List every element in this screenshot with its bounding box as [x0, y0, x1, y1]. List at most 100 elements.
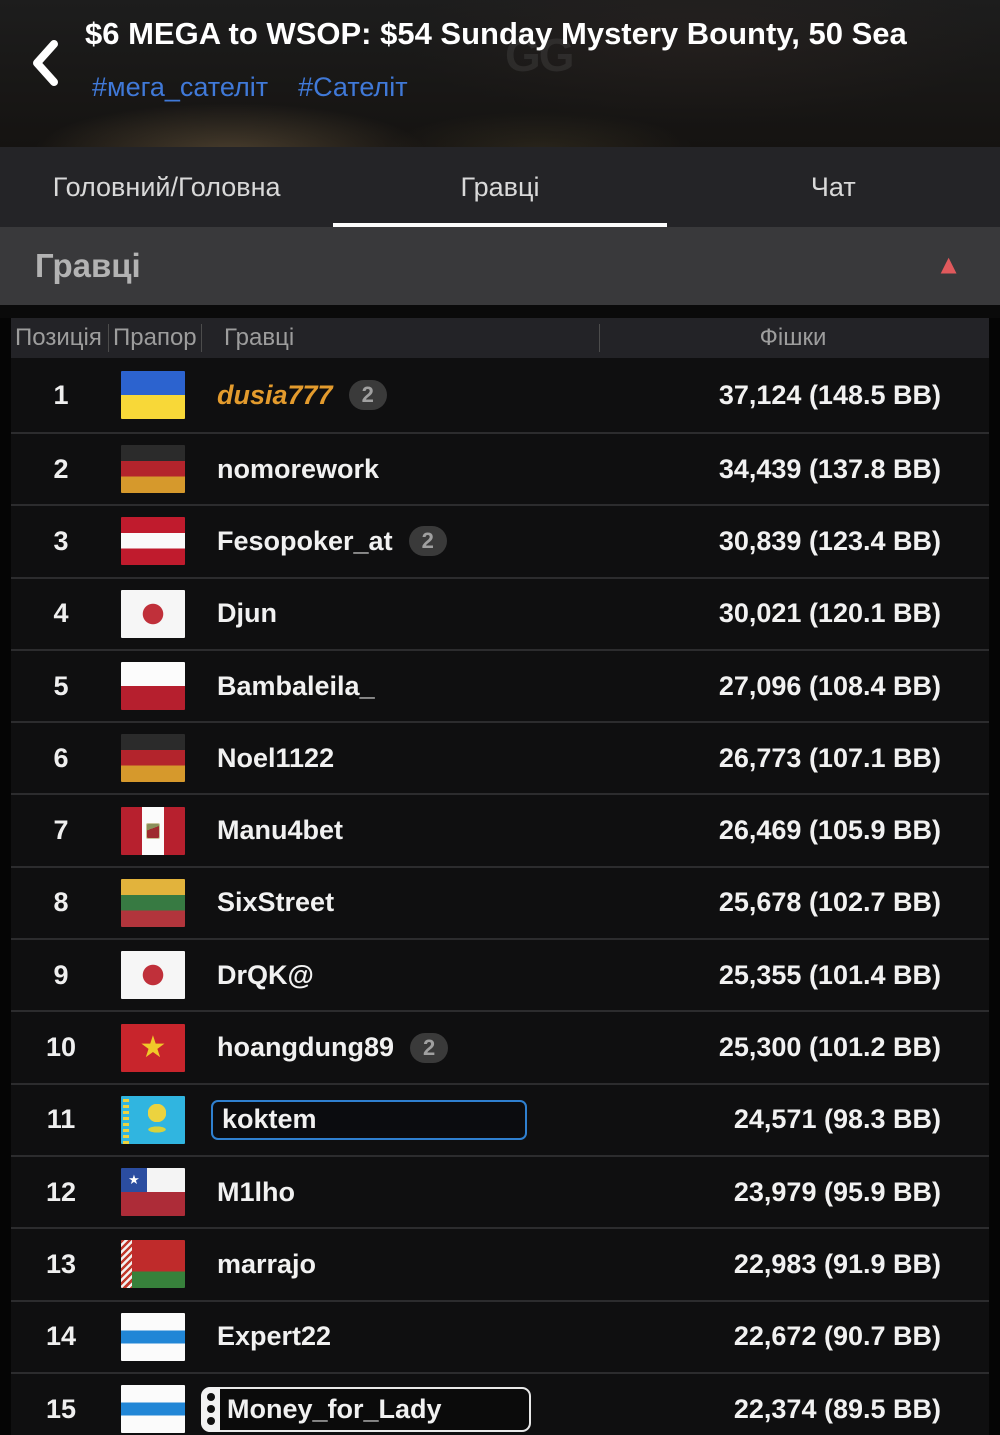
player-cell: Manu4bet: [197, 815, 639, 846]
table-body: 1 dusia777 2 37,124 (148.5 BB) 2 nomorew…: [11, 358, 989, 1435]
player-name-box[interactable]: Money_for_Lady: [201, 1386, 531, 1432]
chips-value: 25,355 (101.4 BB): [718, 959, 941, 990]
white-blue-white-flag-icon: [121, 1385, 185, 1433]
player-cell: Djun: [197, 598, 639, 629]
flag-cell: [111, 517, 197, 566]
chips-value: 25,678 (102.7 BB): [718, 887, 941, 918]
player-name-box: Fesopoker_at: [217, 526, 393, 557]
player-cell: nomorework: [197, 454, 639, 485]
table-row[interactable]: 1 dusia777 2 37,124 (148.5 BB): [11, 358, 989, 432]
hashtag-link-mega-satelit[interactable]: #мега_сателіт: [92, 72, 269, 102]
table-row[interactable]: 7 Manu4bet 26,469 (105.9 BB): [11, 793, 989, 866]
table-row[interactable]: 5 Bambaleila_ 27,096 (108.4 BB): [11, 648, 989, 722]
chips-value: 22,672 (90.7 BB): [733, 1321, 941, 1352]
tab-chat[interactable]: Чат: [667, 147, 1000, 227]
flag-cell: [111, 445, 197, 494]
player-name: Bambaleila_: [217, 670, 375, 701]
chips-value: 22,374 (89.5 BB): [733, 1393, 941, 1424]
tab-players[interactable]: Гравці: [333, 147, 667, 227]
chips-value: 23,979 (95.9 BB): [733, 1176, 941, 1207]
chevron-left-icon: [33, 40, 58, 86]
table-row[interactable]: 11 koktem 24,571 (98.3 BB): [11, 1082, 989, 1155]
japan-flag-icon: [121, 951, 185, 1000]
table-row[interactable]: 15 Money_for_Lady 22,374 (89.5 BB): [11, 1371, 989, 1435]
player-cell: Bambaleila_: [197, 671, 639, 702]
player-cell: M1lho: [197, 1177, 639, 1208]
tournament-title: $6 MEGA to WSOP: $54 Sunday Mystery Boun…: [85, 16, 907, 51]
player-name-box: hoangdung89: [217, 1032, 394, 1063]
player-name: koktem: [222, 1104, 317, 1135]
player-cell: hoangdung89 2: [197, 1032, 639, 1063]
player-name: Manu4bet: [217, 815, 344, 846]
player-name: Djun: [217, 598, 277, 629]
position-value: 1: [53, 379, 69, 410]
chips-value: 24,571 (98.3 BB): [733, 1104, 941, 1135]
tab-main[interactable]: Головний/Головна: [0, 147, 333, 227]
flag-cell: [111, 878, 197, 927]
player-name: SixStreet: [217, 887, 335, 918]
flag-cell: [111, 734, 197, 783]
player-name: hoangdung89: [217, 1032, 394, 1063]
header-position: Позиція: [15, 324, 102, 351]
player-name-box: dusia777: [217, 380, 333, 411]
white-blue-white-flag-icon: [121, 1312, 185, 1361]
chips-value: 22,983 (91.9 BB): [733, 1248, 941, 1279]
player-cell: dusia777 2: [197, 380, 639, 411]
hashtag-row: #мега_сателіт #Сателіт: [92, 72, 408, 103]
player-name-box[interactable]: koktem: [211, 1099, 527, 1140]
table-row[interactable]: 12 M1lho 23,979 (95.9 BB): [11, 1154, 989, 1228]
player-cell: Fesopoker_at 2: [197, 526, 639, 557]
player-cell: Expert22: [197, 1321, 639, 1352]
drag-handle[interactable]: [201, 1386, 220, 1432]
player-cell: Money_for_Lady: [197, 1386, 639, 1432]
table-row[interactable]: 3 Fesopoker_at 2 30,839 (123.4 BB): [11, 504, 989, 577]
chips-value: 34,439 (137.8 BB): [718, 453, 941, 484]
position-value: 11: [46, 1104, 76, 1135]
header-divider: [108, 324, 109, 352]
player-name: dusia777: [217, 379, 333, 410]
player-name: DrQK@: [217, 959, 314, 990]
position-value: 14: [45, 1321, 77, 1352]
table-row[interactable]: 14 Expert22 22,672 (90.7 BB): [11, 1299, 989, 1372]
active-tab-underline: [333, 223, 667, 227]
hashtag-link-satelit[interactable]: #Сателіт: [298, 72, 408, 102]
players-section-header[interactable]: Гравці ▲: [0, 227, 1000, 305]
table-row[interactable]: 2 nomorework 34,439 (137.8 BB): [11, 432, 989, 505]
flag-cell: [111, 951, 197, 1000]
player-cell: SixStreet: [197, 887, 639, 918]
collapse-triangle-up-icon[interactable]: ▲: [935, 249, 962, 280]
player-name: Fesopoker_at: [217, 525, 393, 556]
position-value: 6: [53, 742, 69, 773]
position-value: 9: [53, 959, 69, 990]
table-row[interactable]: 10 hoangdung89 2 25,300 (101.2 BB): [11, 1010, 989, 1083]
table-row[interactable]: 9 DrQK@ 25,355 (101.4 BB): [11, 938, 989, 1011]
peru-flag-icon: [121, 806, 185, 855]
player-name-box: SixStreet: [217, 887, 334, 918]
flag-cell: [111, 1168, 197, 1217]
chips-value: 26,469 (105.9 BB): [718, 815, 941, 846]
app-header: GG $6 MEGA to WSOP: $54 Sunday Mystery B…: [0, 0, 1000, 147]
tab-chat-label: Чат: [810, 171, 856, 202]
table-row[interactable]: 6 Noel1122 26,773 (107.1 BB): [11, 721, 989, 794]
divider-gap: [0, 305, 1000, 318]
table-row[interactable]: 4 Djun 30,021 (120.1 BB): [11, 576, 989, 649]
ukraine-flag-icon: [121, 371, 185, 419]
player-name: Money_for_Lady: [227, 1393, 442, 1424]
section-title: Гравці: [35, 247, 141, 284]
player-name: nomorework: [217, 453, 380, 484]
position-value: 2: [53, 453, 69, 484]
tab-bar: Головний/Головна Гравці Чат: [0, 147, 1000, 227]
back-button[interactable]: [30, 40, 60, 86]
player-name-box: Manu4bet: [217, 815, 343, 846]
flag-cell: [111, 1312, 197, 1361]
flag-cell: [111, 662, 197, 711]
tab-main-label: Головний/Головна: [52, 171, 281, 202]
player-name-box: nomorework: [217, 454, 379, 485]
japan-flag-icon: [121, 589, 185, 638]
table-row[interactable]: 8 SixStreet 25,678 (102.7 BB): [11, 865, 989, 939]
position-value: 15: [45, 1393, 77, 1424]
table-row[interactable]: 13 marrajo 22,983 (91.9 BB): [11, 1227, 989, 1300]
position-value: 7: [53, 815, 69, 846]
entries-badge: 2: [408, 526, 447, 557]
